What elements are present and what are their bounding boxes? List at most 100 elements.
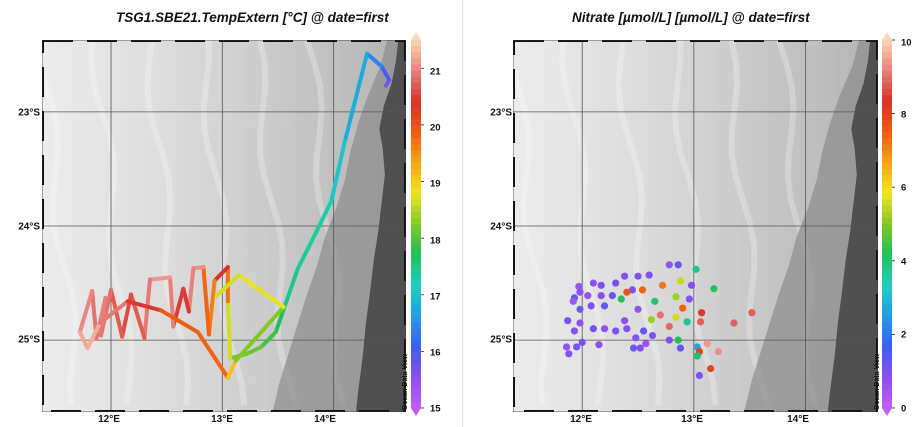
colorbar-segment: [882, 138, 892, 145]
colorbar-segment: [882, 389, 892, 397]
colorbar-segment: [411, 248, 421, 256]
track-segment: [259, 330, 278, 349]
track-segment: [109, 287, 125, 339]
track-segment: [225, 299, 233, 361]
colorbar-segment: [882, 316, 892, 323]
nitrate-sample-point: [589, 325, 597, 333]
colorbar-segment: [411, 224, 421, 231]
nitrate-sample-point: [674, 336, 682, 344]
colorbar-segment: [411, 156, 421, 164]
colorbar-segment: [882, 352, 892, 360]
colorbar-segment: [882, 70, 892, 78]
colorbar-segment: [411, 334, 421, 342]
colorbar-tick: 19: [430, 178, 441, 190]
nitrate-sample-point: [621, 272, 629, 280]
track-segment: [212, 265, 230, 283]
track-segment: [237, 273, 286, 310]
colorbar-segment: [882, 322, 892, 329]
map-frame: [42, 40, 406, 412]
colorbar-segment: [411, 260, 421, 268]
temperature-colorbar: [411, 32, 424, 416]
colorbar-segment: [882, 260, 892, 268]
lon-label-12e: 12°E: [98, 414, 120, 425]
nitrate-sample-point: [621, 317, 629, 325]
colorbar-segment: [882, 144, 892, 151]
track-segment: [77, 289, 95, 335]
colorbar-segment: [411, 254, 421, 262]
colorbar-segment: [882, 52, 892, 59]
nitrate-sample-point: [685, 295, 693, 303]
nitrate-colorbar: [882, 32, 895, 416]
colorbar-segment: [411, 395, 421, 403]
colorbar-segment: [882, 125, 892, 133]
colorbar-segment: [411, 291, 421, 299]
colorbar-segment: [411, 205, 421, 213]
colorbar-segment: [411, 389, 421, 397]
track-segment: [244, 344, 264, 356]
nitrate-map: [513, 40, 878, 412]
nitrate-sample-point: [612, 327, 620, 335]
nitrate-sample-point: [600, 302, 609, 310]
nitrate-sample-point: [642, 339, 650, 348]
nitrate-sample-point: [647, 315, 656, 324]
colorbar-segment: [882, 113, 892, 121]
colorbar-segment: [882, 236, 892, 243]
nitrate-sample-point: [623, 288, 631, 296]
colorbar-segment: [882, 358, 892, 366]
colorbar-segment: [411, 365, 421, 372]
colorbar-segment: [411, 187, 421, 194]
bathymetry-band: [88, 40, 135, 406]
colorbar-segment: [411, 377, 421, 385]
track-segment: [273, 310, 285, 335]
colorbar-segment: [411, 40, 421, 47]
lon-label-14e: 14°E: [787, 414, 809, 425]
nitrate-sample-point: [576, 288, 584, 296]
colorbar-segment: [882, 248, 892, 256]
colorbar-segment: [882, 150, 892, 158]
temperature-map-canvas: [42, 40, 406, 412]
track-segment: [365, 51, 384, 69]
colorbar-segment: [882, 174, 892, 182]
bathymetry-band: [144, 40, 192, 406]
nitrate-sample-point: [570, 327, 578, 335]
colorbar-segment: [411, 236, 421, 243]
track-segment: [159, 308, 200, 335]
colorbar-segment: [882, 168, 892, 176]
colorbar-segment: [411, 193, 421, 201]
colorbar-tick: 4: [901, 256, 907, 268]
colorbar-segment: [882, 242, 892, 250]
nitrate-sample-point: [573, 343, 581, 351]
track-segment: [233, 305, 286, 363]
colorbar-segment: [411, 297, 421, 305]
track-segment: [186, 266, 196, 314]
nitrate-sample-point: [584, 292, 592, 300]
bathymetry-band: [672, 40, 719, 406]
lon-label-13e: 13°E: [681, 414, 703, 425]
nitrate-sample-point: [636, 344, 644, 352]
colorbar-segment: [411, 64, 421, 72]
colorbar-tick: 15: [430, 403, 441, 415]
nitrate-sample-point: [703, 339, 711, 348]
colorbar-segment: [411, 242, 421, 250]
colorbar-tick: 2: [901, 329, 907, 341]
bathymetry-band: [42, 60, 79, 406]
track-segment: [147, 275, 173, 282]
colorbar-segment: [882, 162, 892, 170]
track-segment: [125, 299, 164, 313]
nitrate-sample-point: [672, 313, 680, 321]
panel-divider: [462, 0, 463, 427]
lat-label-23s: 23°S: [18, 107, 40, 119]
colorbar-segment: [411, 217, 421, 225]
track-segment: [379, 64, 392, 82]
nitrate-sample-point: [658, 281, 667, 289]
nitrate-sample-point: [632, 334, 640, 342]
nitrate-sample-point: [562, 343, 571, 351]
colorbar-segment: [882, 199, 892, 207]
colorbar-segment: [882, 254, 892, 262]
nitrate-sample-point: [748, 309, 756, 317]
colorbar-segment: [882, 76, 892, 84]
colorbar-segment: [411, 52, 421, 59]
nitrate-sample-point: [628, 286, 637, 294]
lat-label-23s: 23°S: [490, 107, 512, 119]
nitrate-map-panel: Nitrate [µmol/L] [µmol/L] @ date=first 2…: [470, 0, 914, 427]
